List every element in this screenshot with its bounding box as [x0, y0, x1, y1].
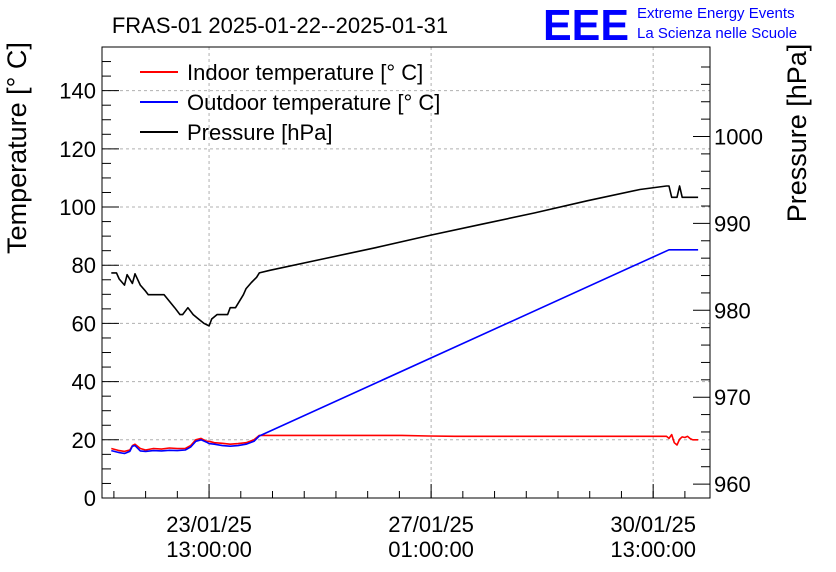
- right-axis: 960 970 980 990 1000: [693, 66, 763, 497]
- y-right-tick-label: 970: [714, 385, 751, 410]
- y-left-tick-label: 20: [72, 428, 96, 453]
- y-right-tick-label: 990: [714, 211, 751, 236]
- legend-label-2: Outdoor temperature [° C]: [187, 90, 440, 115]
- eee-logo: EEE Extreme Energy Events La Scienza nel…: [543, 1, 797, 50]
- x-tick-label-date: 27/01/25: [388, 512, 474, 537]
- y-left-tick-label: 60: [72, 311, 96, 336]
- y-left-tick-label: 80: [72, 253, 96, 278]
- y-axis-left-title: Temperature [° C]: [2, 42, 32, 254]
- y-right-tick-label: 960: [714, 472, 751, 497]
- x-tick-label-time: 13:00:00: [166, 537, 252, 562]
- plot-frame: [101, 46, 711, 499]
- legend-label-3: Pressure [hPa]: [187, 120, 333, 145]
- y-right-tick-label: 980: [714, 298, 751, 323]
- logo-line-2: La Scienza nelle Scuole: [637, 25, 797, 42]
- x-tick-label-time: 13:00:00: [610, 537, 696, 562]
- x-axis: 23/01/2513:00:0027/01/2501:00:0030/01/25…: [113, 484, 696, 562]
- x-tick-label-date: 30/01/25: [610, 512, 696, 537]
- y-right-tick-label: 1000: [714, 125, 763, 150]
- y-axis-right-title: Pressure [hPa]: [782, 44, 812, 223]
- x-tick-label-date: 23/01/25: [166, 512, 252, 537]
- y-left-tick-label: 0: [84, 486, 96, 511]
- series-line-2: [111, 249, 699, 455]
- logo-mark: EEE: [543, 1, 629, 50]
- y-left-tick-label: 120: [59, 137, 96, 162]
- legend: Indoor temperature [° C] Outdoor temperat…: [140, 60, 440, 145]
- y-left-tick-label: 40: [72, 370, 96, 395]
- y-left-tick-label: 100: [59, 195, 96, 220]
- legend-label-1: Indoor temperature [° C]: [187, 60, 423, 85]
- x-tick-label-time: 01:00:00: [388, 537, 474, 562]
- chart-title: FRAS-01 2025-01-22--2025-01-31: [112, 13, 448, 38]
- grid: [102, 47, 710, 498]
- series-line-1: [111, 433, 699, 453]
- left-axis: 0 20 40 60 80 100 120 140: [59, 61, 119, 511]
- y-left-tick-label: 140: [59, 79, 96, 104]
- series-layer: [111, 185, 699, 455]
- logo-line-1: Extreme Energy Events: [637, 5, 795, 22]
- series-line-3: [111, 185, 699, 327]
